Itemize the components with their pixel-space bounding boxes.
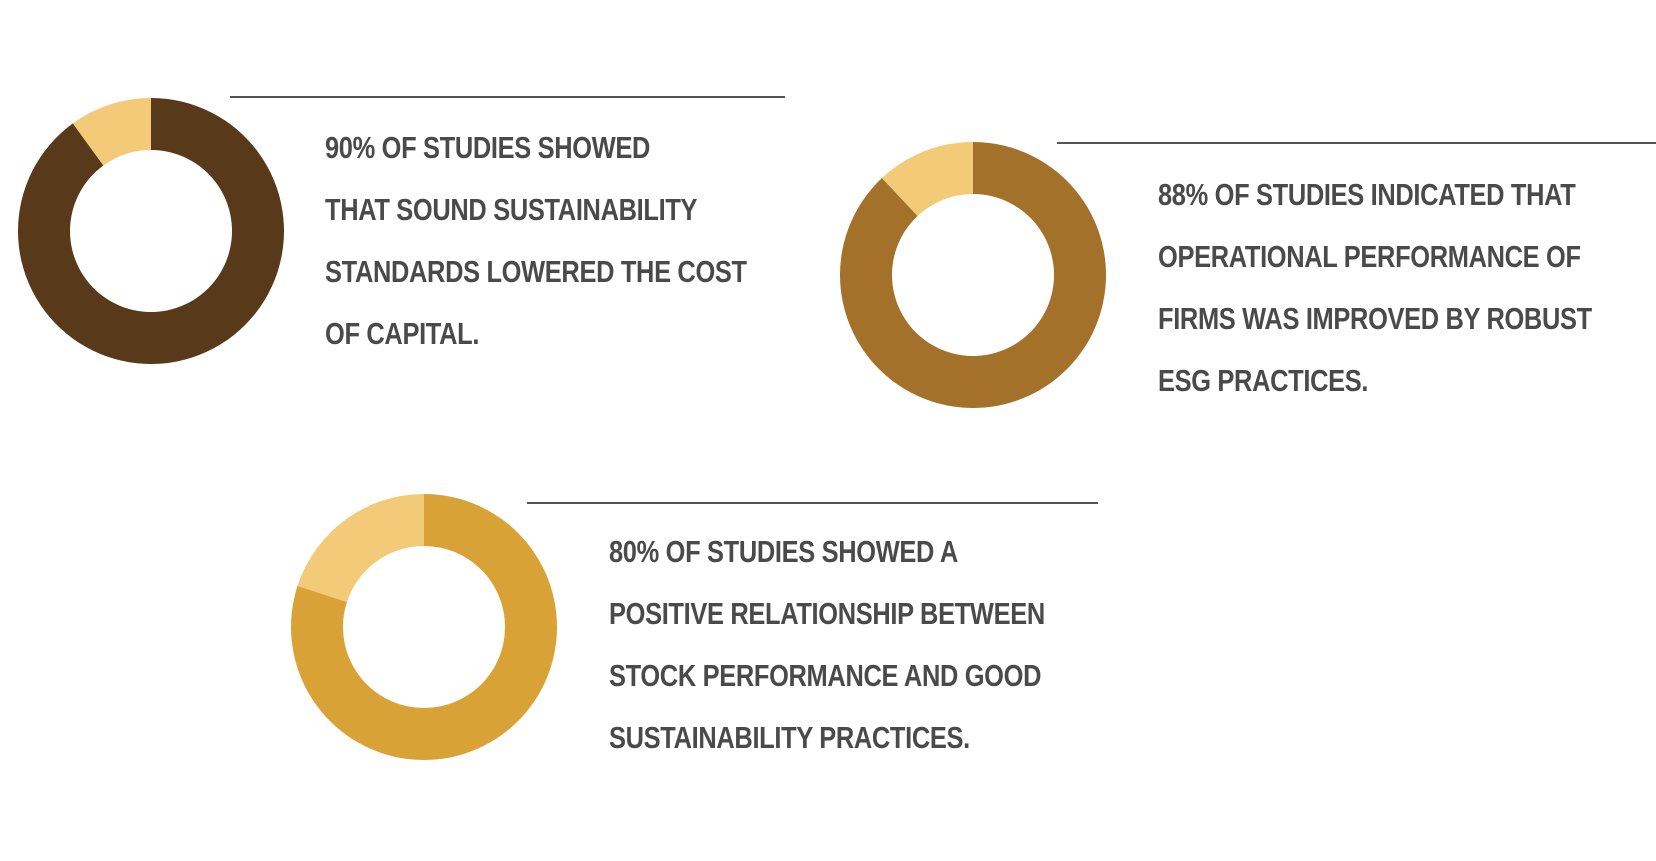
donut-chart-cost-of-capital — [17, 98, 284, 364]
stat-caption: 88% OF STUDIES INDICATED THAT OPERATIONA… — [1158, 164, 1592, 412]
donut-slice-primary — [840, 142, 1106, 408]
donut-chart-operational-performance — [840, 142, 1106, 408]
caption-line: 80% OF STUDIES SHOWED A — [609, 534, 958, 569]
caption-line: OF CAPITAL. — [325, 316, 480, 351]
stat-caption: 80% OF STUDIES SHOWED A POSITIVE RELATIO… — [609, 521, 1045, 769]
caption-line: ESG PRACTICES. — [1158, 363, 1369, 398]
donut-slice-remainder — [297, 494, 424, 602]
caption-line: 88% OF STUDIES INDICATED THAT — [1158, 177, 1576, 212]
divider-rule — [230, 96, 785, 98]
stat-caption: 90% OF STUDIES SHOWED THAT SOUND SUSTAIN… — [325, 117, 747, 365]
caption-line: SUSTAINABILITY PRACTICES. — [609, 720, 970, 755]
divider-rule — [527, 502, 1098, 504]
donut-slice-primary — [290, 494, 557, 760]
donut-slice-remainder — [72, 98, 151, 166]
caption-line: 90% OF STUDIES SHOWED — [325, 130, 651, 165]
divider-rule — [1057, 142, 1656, 144]
caption-line: THAT SOUND SUSTAINABILITY — [325, 192, 698, 227]
caption-line: FIRMS WAS IMPROVED BY ROBUST — [1158, 301, 1592, 336]
donut-slice-remainder — [881, 142, 973, 216]
caption-line: POSITIVE RELATIONSHIP BETWEEN — [609, 596, 1045, 631]
donut-chart-stock-performance — [290, 494, 557, 760]
donut-slice-primary — [17, 98, 284, 364]
caption-line: STANDARDS LOWERED THE COST — [325, 254, 747, 289]
caption-line: STOCK PERFORMANCE AND GOOD — [609, 658, 1042, 693]
caption-line: OPERATIONAL PERFORMANCE OF — [1158, 239, 1581, 274]
